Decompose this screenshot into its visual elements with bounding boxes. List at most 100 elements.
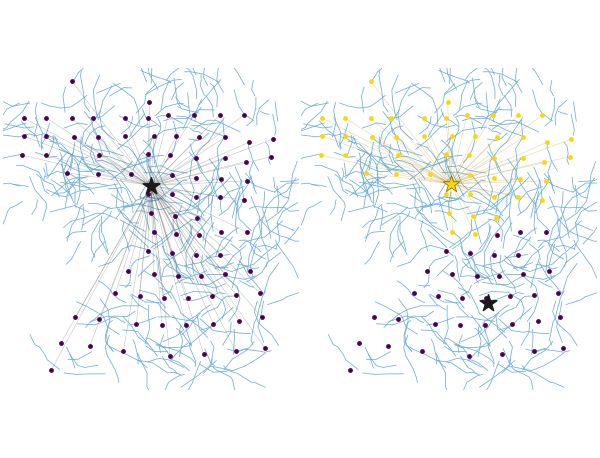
Point	[441, 248, 451, 255]
Point	[41, 114, 51, 122]
Point	[257, 314, 266, 321]
Point	[207, 293, 217, 300]
Point	[194, 134, 204, 141]
Point	[135, 293, 145, 300]
Point	[393, 152, 403, 159]
Point	[217, 229, 226, 236]
Point	[538, 196, 547, 204]
Point	[120, 114, 130, 122]
Point	[167, 250, 176, 257]
Point	[366, 77, 376, 85]
Point	[419, 114, 428, 122]
Point	[361, 169, 371, 176]
Point	[544, 267, 554, 274]
Point	[446, 180, 455, 188]
Point	[190, 111, 199, 119]
Point	[41, 152, 51, 159]
Point	[515, 175, 525, 183]
Point	[146, 209, 155, 217]
Point	[464, 352, 473, 360]
Point	[194, 232, 204, 239]
Point	[455, 322, 465, 329]
Point	[317, 114, 327, 122]
Point	[340, 152, 350, 159]
Point	[441, 150, 451, 157]
Point	[497, 351, 507, 358]
Point	[518, 155, 528, 162]
Point	[409, 289, 419, 297]
Point	[472, 272, 481, 279]
Point	[541, 177, 550, 185]
Point	[488, 111, 497, 119]
Point	[480, 322, 490, 329]
Point	[127, 171, 136, 178]
Point	[88, 114, 98, 122]
Point	[239, 196, 249, 204]
Point	[391, 171, 401, 178]
Point	[196, 272, 205, 279]
Point	[518, 134, 528, 141]
Point	[393, 315, 403, 322]
Point	[143, 114, 152, 122]
Point	[193, 214, 202, 221]
Point	[110, 289, 120, 297]
Point	[167, 171, 176, 179]
Point	[457, 294, 467, 302]
Point	[466, 250, 475, 257]
Point	[215, 193, 224, 201]
Point	[149, 270, 159, 278]
Point	[173, 272, 183, 279]
Point	[143, 150, 152, 157]
Point	[466, 171, 475, 179]
Point	[441, 190, 451, 197]
Point	[143, 248, 152, 255]
Point	[483, 299, 493, 306]
Point	[231, 348, 241, 355]
Point	[268, 136, 278, 143]
Point	[242, 177, 252, 185]
Point	[441, 114, 451, 122]
Point	[515, 229, 525, 236]
Point	[119, 348, 128, 355]
Point	[199, 351, 209, 358]
Point	[46, 367, 56, 374]
Point	[234, 317, 244, 324]
Point	[62, 169, 72, 176]
Point	[445, 209, 454, 217]
Point	[507, 320, 517, 327]
Point	[490, 155, 499, 162]
Point	[93, 171, 103, 178]
Point	[430, 320, 440, 327]
Point	[514, 111, 523, 119]
Point	[67, 114, 77, 122]
Point	[19, 132, 29, 140]
Point	[316, 152, 326, 159]
Point	[448, 132, 457, 140]
Point	[242, 229, 252, 236]
Point	[533, 317, 542, 324]
Point	[566, 136, 576, 143]
Point	[555, 314, 565, 321]
Point	[255, 289, 265, 297]
Point	[143, 190, 152, 197]
Point	[433, 293, 443, 300]
Point	[217, 175, 226, 183]
Point	[159, 294, 169, 302]
Point	[490, 193, 499, 201]
Point	[191, 155, 200, 162]
Point	[559, 344, 568, 352]
Point	[530, 291, 539, 299]
Point	[183, 294, 193, 302]
Point	[470, 230, 480, 238]
Point	[181, 322, 191, 329]
Point	[191, 193, 200, 201]
Point	[443, 98, 452, 106]
Point	[494, 272, 504, 279]
Point	[464, 152, 473, 159]
Point	[95, 315, 104, 322]
Point	[172, 230, 181, 238]
Point	[164, 111, 173, 119]
Point	[209, 320, 218, 327]
Point	[366, 114, 376, 122]
Point	[466, 190, 475, 197]
